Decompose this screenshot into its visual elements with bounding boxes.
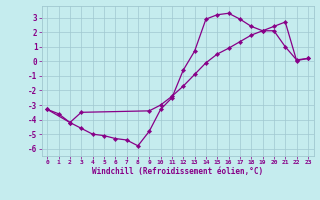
X-axis label: Windchill (Refroidissement éolien,°C): Windchill (Refroidissement éolien,°C) xyxy=(92,167,263,176)
